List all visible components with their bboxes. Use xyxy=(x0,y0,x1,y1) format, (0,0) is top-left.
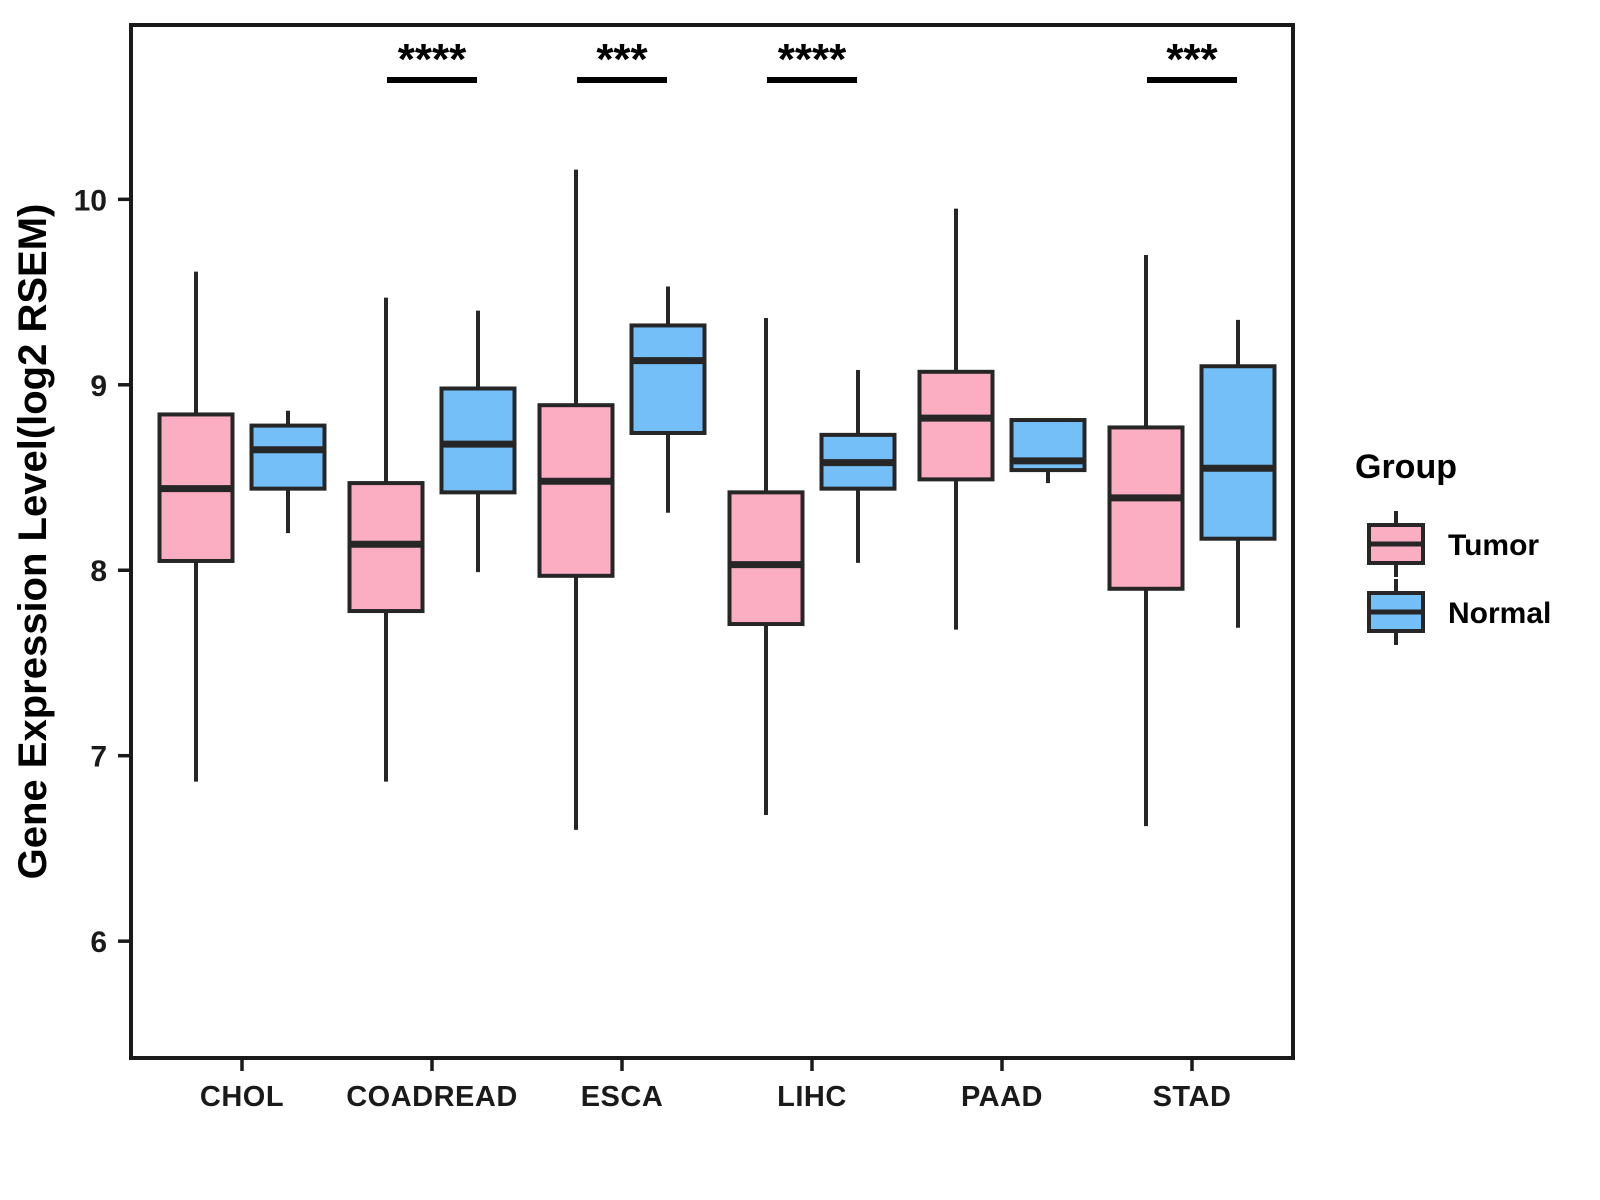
significance-stars-coadread: **** xyxy=(398,35,467,84)
significance-stars-esca: *** xyxy=(596,35,648,84)
box-stad-normal xyxy=(1199,364,1277,541)
box-stad-tumor xyxy=(1107,425,1185,591)
x-category-label-coadread: COADREAD xyxy=(346,1081,518,1113)
legend-label-normal: Normal xyxy=(1448,597,1551,630)
box-paad-tumor xyxy=(917,369,995,482)
y-axis-title: Gene Expression Level(log2 RSEM) xyxy=(11,204,55,880)
x-category-label-chol: CHOL xyxy=(200,1081,284,1113)
legend-label-tumor: Tumor xyxy=(1448,529,1539,562)
box-coadread-normal xyxy=(439,386,517,495)
y-tick-label: 8 xyxy=(90,555,107,588)
x-category-label-paad: PAAD xyxy=(961,1081,1043,1113)
y-tick-label: 10 xyxy=(74,184,107,217)
y-tick-label: 6 xyxy=(90,926,107,959)
x-category-label-stad: STAD xyxy=(1153,1081,1232,1113)
box-esca-normal xyxy=(629,323,707,436)
x-category-label-esca: ESCA xyxy=(581,1081,664,1113)
y-tick-label: 7 xyxy=(90,741,107,774)
significance-stars-lihc: **** xyxy=(778,35,847,84)
panel-border xyxy=(129,23,1295,1060)
x-category-label-lihc: LIHC xyxy=(777,1081,847,1113)
y-tick-label: 9 xyxy=(90,370,107,403)
box-lihc-tumor xyxy=(727,490,805,627)
box-chol-normal xyxy=(249,423,327,491)
significance-stars-stad: *** xyxy=(1166,35,1218,84)
legend-title: Group xyxy=(1355,448,1457,486)
box-esca-tumor xyxy=(537,403,615,578)
